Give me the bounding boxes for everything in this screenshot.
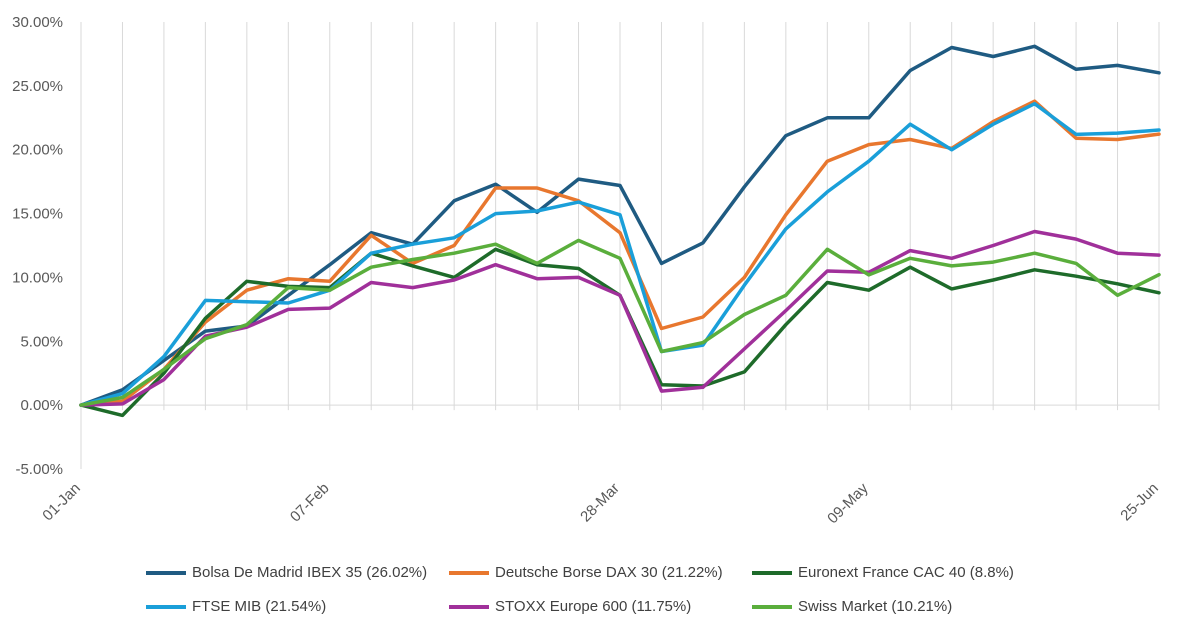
y-tick-label: 0.00% [20, 397, 63, 414]
x-tick-label: 09-May [824, 479, 872, 527]
y-axis-tick-labels: -5.00% 0.00% 5.00% 10.00% 15.00% 20.00% 25.00%… [12, 14, 63, 478]
legend-label-ftse: FTSE MIB (21.54%) [192, 598, 327, 615]
legend-label-smi: Swiss Market (10.21%) [798, 598, 953, 615]
y-tick-label: 5.00% [20, 333, 63, 350]
y-tick-label: -5.00% [15, 461, 63, 478]
y-tick-label: 20.00% [12, 142, 63, 159]
x-axis-tick-labels: 01-Jan 07-Feb 28-Mar 09-May 25-Jun [39, 479, 1161, 527]
y-tick-label: 10.00% [12, 269, 63, 286]
legend-item-smi[interactable]: Swiss Market (10.21%) [752, 598, 952, 615]
x-tick-label: 25-Jun [1117, 480, 1161, 524]
series-line-4 [79, 229, 1161, 407]
x-tick-label: 28-Mar [577, 480, 623, 526]
legend-row-2: FTSE MIB (21.54%) STOXX Europe 600 (11.7… [0, 592, 1190, 626]
series-line-3 [79, 101, 1161, 407]
legend: Bolsa De Madrid IBEX 35 (26.02%) Deutsch… [0, 558, 1190, 626]
legend-item-ftse[interactable]: FTSE MIB (21.54%) [146, 598, 326, 615]
series-line-1 [79, 99, 1161, 407]
legend-item-stoxx[interactable]: STOXX Europe 600 (11.75%) [449, 598, 691, 615]
legend-label-stoxx: STOXX Europe 600 (11.75%) [495, 598, 692, 615]
chart-plot-area: -5.00% 0.00% 5.00% 10.00% 15.00% 20.00% 25.00%… [12, 14, 1162, 527]
legend-row-1: Bolsa De Madrid IBEX 35 (26.02%) Deutsch… [0, 558, 1190, 592]
axes [80, 22, 1160, 469]
series-line-5 [79, 238, 1161, 407]
series-line-0 [79, 44, 1161, 407]
legend-swatch-cac [752, 570, 792, 575]
legend-label-dax: Deutsche Borse DAX 30 (21.22%) [495, 564, 723, 581]
legend-swatch-dax [449, 570, 489, 575]
x-tick-label: 07-Feb [287, 480, 333, 526]
legend-item-cac[interactable]: Euronext France CAC 40 (8.8%) [752, 564, 1014, 581]
y-tick-label: 25.00% [12, 78, 63, 95]
legend-label-ibex: Bolsa De Madrid IBEX 35 (26.02%) [192, 564, 428, 581]
legend-label-cac: Euronext France CAC 40 (8.8%) [798, 564, 1014, 581]
x-tick-label: 01-Jan [39, 480, 83, 524]
legend-swatch-smi [752, 604, 792, 609]
legend-swatch-ibex [146, 570, 186, 575]
legend-swatch-ftse [146, 604, 186, 609]
legend-item-dax[interactable]: Deutsche Borse DAX 30 (21.22%) [449, 564, 723, 581]
series-lines [79, 44, 1161, 418]
y-tick-label: 30.00% [12, 14, 63, 31]
legend-swatch-stoxx [449, 604, 489, 609]
legend-item-ibex[interactable]: Bolsa De Madrid IBEX 35 (26.02%) [146, 564, 427, 581]
y-tick-label: 15.00% [12, 206, 63, 223]
